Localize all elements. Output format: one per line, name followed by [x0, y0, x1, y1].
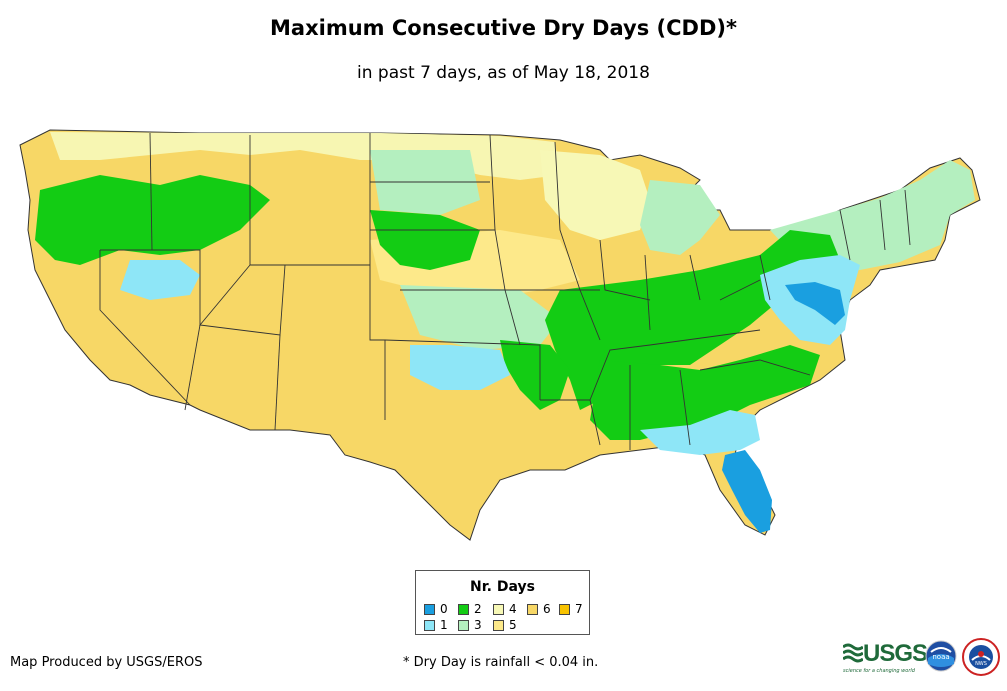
map-title: Maximum Consecutive Dry Days (CDD)* — [270, 16, 737, 40]
region-2days-texas — [500, 340, 570, 410]
legend: Nr. Days 0 1 2 3 4 5 6 7 — [415, 570, 590, 635]
legend-swatch — [424, 603, 435, 615]
usgs-wordmark: USGS — [863, 640, 928, 667]
legend-item: 1 — [424, 618, 448, 632]
region-2days-plains — [370, 210, 480, 270]
legend-label: 6 — [543, 602, 551, 616]
nws-logo-icon: NWS — [962, 638, 1000, 676]
noaa-logo-text: noaa — [932, 653, 949, 661]
legend-item: 2 — [458, 602, 482, 616]
legend-label: 7 — [575, 602, 583, 616]
legend-label: 4 — [509, 602, 517, 616]
footnote-text: * Dry Day is rainfall < 0.04 in. — [403, 655, 599, 670]
legend-swatch — [493, 619, 504, 631]
region-3days-mid — [400, 285, 560, 350]
usgs-logo: USGS science for a changing world — [843, 640, 928, 674]
legend-item: 5 — [493, 618, 517, 632]
region-4days-midwest — [540, 150, 650, 240]
legend-item: 6 — [527, 602, 551, 616]
legend-item: 4 — [493, 602, 517, 616]
legend-label: 3 — [474, 618, 482, 632]
noaa-logo-icon: noaa — [925, 640, 957, 672]
credit-text: Map Produced by USGS/EROS — [10, 655, 203, 670]
usgs-tagline: science for a changing world — [843, 668, 915, 674]
region-1day-southeast — [640, 410, 760, 455]
region-4days-north — [50, 132, 560, 180]
legend-item: 3 — [458, 618, 482, 632]
region-0days-chesapeake — [785, 282, 845, 325]
legend-swatch — [458, 603, 469, 615]
legend-label: 0 — [440, 602, 448, 616]
region-2days-southeast — [590, 345, 820, 440]
legend-title: Nr. Days — [470, 579, 535, 595]
region-1day-northwest — [120, 260, 200, 300]
legend-item: 7 — [559, 602, 583, 616]
legend-swatch — [458, 619, 469, 631]
legend-label: 2 — [474, 602, 482, 616]
region-1day-oklahoma — [410, 345, 510, 390]
region-3days-north-plains — [370, 150, 480, 215]
legend-swatch — [559, 603, 570, 615]
legend-swatch — [493, 603, 504, 615]
legend-swatch — [424, 619, 435, 631]
legend-item: 0 — [424, 602, 448, 616]
legend-swatch — [527, 603, 538, 615]
nws-logo-text: NWS — [975, 661, 987, 667]
state-borders — [99, 132, 911, 450]
region-2days-northwest — [35, 175, 270, 265]
legend-label: 5 — [509, 618, 517, 632]
map-subtitle: in past 7 days, as of May 18, 2018 — [357, 63, 650, 83]
usgs-wave-icon — [843, 643, 863, 663]
region-0days-florida — [722, 450, 772, 533]
region-3days-greatlakes — [640, 180, 720, 255]
legend-label: 1 — [440, 618, 448, 632]
